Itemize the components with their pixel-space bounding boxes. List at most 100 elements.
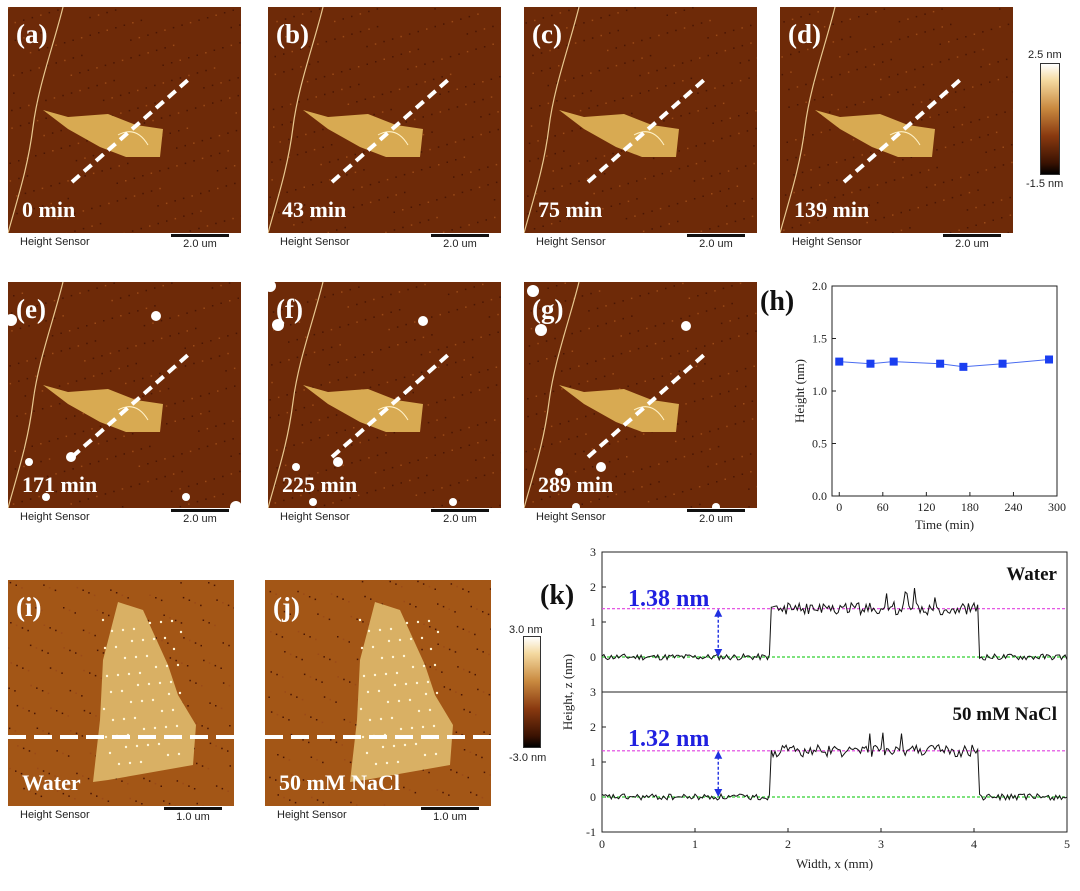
scale-bar-text: 1.0 um [433, 811, 467, 823]
height-sensor-label: Height Sensor [536, 236, 606, 248]
panel-label: (e) [16, 294, 46, 324]
scale-bar-text: 2.0 um [443, 238, 477, 250]
scale-bar: 2.0 um [687, 509, 745, 525]
afm-image-9: (j) 50 mM NaCl [265, 580, 491, 806]
height-annotation: 1.32 nm [628, 726, 709, 752]
panel-label-h: (h) [760, 286, 795, 317]
y-tick-label: 2 [590, 720, 596, 734]
y-tick-label: 0 [590, 790, 596, 804]
scale-bar-text: 2.0 um [443, 513, 477, 525]
time-label: 75 min [538, 197, 603, 222]
y-tick-label: 2.0 [812, 280, 827, 293]
y-tick-label: 3 [590, 685, 596, 699]
y-axis-label: Height (nm) [792, 359, 807, 423]
height-vs-time-chart: 0.0 0.5 1.0 1.5 2.0 0 60 120 180 240 300 Time (min)… [792, 280, 1066, 532]
time-label: 43 min [282, 197, 347, 222]
plot-frame [831, 285, 1058, 497]
x-tick-label: 0 [836, 500, 842, 514]
scale-bar-line [687, 509, 745, 512]
time-label: 139 min [794, 197, 870, 222]
data-point [959, 362, 968, 371]
scale-bar: 1.0 um [164, 807, 222, 823]
scale-bar-text: 2.0 um [699, 513, 733, 525]
scale-bar: 2.0 um [943, 234, 1001, 250]
panel-label: (g) [532, 294, 564, 324]
height-sensor-label: Height Sensor [280, 511, 350, 523]
afm-image-7: (g) 289 min [524, 282, 757, 508]
x-tick-label: 1 [692, 837, 698, 851]
y-tick-label: 0.0 [812, 489, 827, 503]
scale-bar-line [687, 234, 745, 237]
height-sensor-label: Height Sensor [20, 236, 90, 248]
x-tick-label: 240 [1004, 500, 1022, 514]
data-point [889, 357, 898, 366]
afm-image-4: (d) 139 min [780, 7, 1013, 233]
time-label: 0 min [22, 197, 76, 222]
x-axis-label: Width, x (mm) [796, 856, 873, 871]
scale-bar: 2.0 um [171, 509, 229, 525]
height-annotation: 1.38 nm [628, 586, 709, 612]
colorbar-top-min: -1.5 nm [1026, 178, 1064, 190]
scale-bar: 2.0 um [431, 509, 489, 525]
panel-label: (i) [16, 592, 42, 622]
x-axis-label: Time (min) [915, 517, 974, 532]
subplot-frame [601, 551, 1068, 693]
data-point [835, 357, 844, 366]
time-label: 50 mM NaCl [279, 770, 400, 795]
height-sensor-label: Height Sensor [277, 809, 347, 821]
x-tick-label: 300 [1048, 500, 1066, 514]
panel-label-k: (k) [540, 580, 575, 611]
y-tick-label: 1.0 [812, 384, 827, 398]
subplot-title: Water [1006, 564, 1057, 585]
panel-label: (j) [273, 592, 300, 622]
x-tick-label: 3 [878, 837, 884, 851]
afm-image-6: (f) 225 min [268, 282, 501, 508]
colorbar-top-max: 2.5 nm [1028, 49, 1062, 61]
scale-bar-line [421, 807, 479, 810]
height-sensor-label: Height Sensor [20, 809, 90, 821]
afm-image-5: (e) 171 min [8, 282, 241, 508]
scale-bar-text: 2.0 um [699, 238, 733, 250]
scale-bar-line [431, 234, 489, 237]
time-label: 289 min [538, 472, 614, 497]
scale-bar-text: 2.0 um [183, 513, 217, 525]
x-tick-label: 4 [971, 837, 977, 851]
afm-image-1: (a) 0 min [8, 7, 241, 233]
x-tick-label: 2 [785, 837, 791, 851]
y-axis-label: Height, z (nm) [560, 654, 575, 730]
colorbar-bottom-max: 3.0 nm [509, 624, 543, 636]
scale-bar: 1.0 um [421, 807, 479, 823]
scale-bar: 2.0 um [171, 234, 229, 250]
subplot-title: 50 mM NaCl [953, 704, 1057, 725]
panel-label: (b) [276, 19, 309, 49]
afm-image-8: (i) Water [8, 580, 234, 806]
data-point [936, 359, 945, 368]
data-point [866, 359, 875, 368]
time-label: Water [22, 770, 81, 795]
arrow-head-down [714, 649, 723, 657]
y-tick-label: 2 [590, 580, 596, 594]
scale-bar-line [164, 807, 222, 810]
y-tick-label: -1 [586, 825, 596, 839]
data-point [1045, 355, 1054, 364]
profile-line [601, 588, 1068, 662]
y-tick-label: 1.5 [812, 332, 827, 346]
scale-bar-line [431, 509, 489, 512]
panel-label: (a) [16, 19, 48, 49]
colorbar-bottom [523, 636, 541, 748]
afm-image-2: (b) 43 min [268, 7, 501, 233]
x-tick-label: 120 [917, 500, 935, 514]
y-tick-label: 1 [590, 755, 596, 769]
scale-bar-line [943, 234, 1001, 237]
y-tick-label: 1 [590, 615, 596, 629]
x-tick-label: 60 [877, 500, 889, 514]
profile-line [601, 732, 1068, 802]
time-label: 225 min [282, 472, 358, 497]
y-tick-label: 0.5 [812, 437, 827, 451]
arrow-head-down [714, 789, 723, 797]
panel-label: (c) [532, 19, 562, 49]
colorbar-top [1040, 63, 1060, 175]
y-tick-label: 0 [590, 650, 596, 664]
afm-image-3: (c) 75 min [524, 7, 757, 233]
panel-label: (f) [276, 294, 303, 324]
